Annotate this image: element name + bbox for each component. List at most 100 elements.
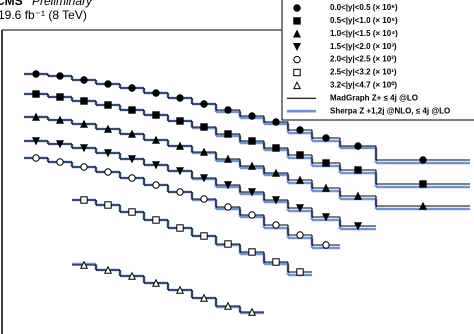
marker (271, 196, 281, 205)
marker (56, 158, 64, 166)
marker (176, 94, 184, 102)
marker (248, 112, 256, 120)
marker (200, 232, 208, 240)
marker (272, 221, 280, 229)
legend-label: Sherpa Z +1,2j @NLO, ≤ 4j @LO (330, 106, 450, 115)
marker (353, 191, 363, 200)
marker (152, 111, 160, 119)
marker (176, 224, 184, 232)
marker (175, 285, 185, 294)
marker (152, 89, 160, 97)
subtitle: 19.6 fb⁻¹ (8 TeV) (0, 8, 87, 22)
marker (247, 188, 257, 197)
marker (224, 106, 232, 114)
marker (128, 174, 136, 182)
marker (271, 168, 281, 177)
marker (152, 181, 160, 189)
marker (418, 201, 428, 210)
marker (321, 183, 331, 192)
marker (292, 81, 302, 90)
marker (292, 29, 302, 38)
legend-label: 0.5<|y|<1.0 (× 10⁵) (330, 16, 398, 25)
marker (296, 268, 304, 276)
legend-label: 1.5<|y|<2.0 (× 10³) (330, 42, 397, 51)
marker (32, 70, 40, 78)
marker (293, 68, 301, 77)
marker (127, 129, 137, 138)
marker (151, 161, 161, 170)
marker (354, 142, 362, 150)
marker (103, 124, 113, 133)
marker (104, 80, 112, 88)
marker (354, 166, 362, 174)
marker (104, 101, 112, 109)
marker (247, 307, 257, 316)
legend-label: 2.0<|y|<2.5 (× 10²) (330, 55, 397, 64)
marker (322, 159, 330, 167)
marker (56, 72, 64, 80)
marker (272, 144, 280, 152)
marker (248, 211, 256, 219)
marker (79, 144, 89, 153)
marker (292, 43, 302, 52)
marker (104, 201, 112, 209)
marker (199, 174, 209, 183)
marker (199, 293, 209, 302)
marker (79, 119, 89, 128)
marker (293, 4, 301, 12)
marker (322, 241, 330, 249)
marker (151, 135, 161, 144)
marker (176, 117, 184, 125)
marker (295, 204, 305, 213)
marker (152, 216, 160, 224)
marker (295, 175, 305, 184)
plot-area (24, 70, 470, 316)
marker (223, 154, 233, 163)
marker (296, 231, 304, 239)
marker (55, 140, 65, 149)
marker (56, 93, 64, 101)
marker (322, 134, 330, 142)
marker (175, 141, 185, 150)
status-label: Preliminary (32, 0, 93, 8)
marker (224, 130, 232, 138)
marker (128, 84, 136, 92)
marker (272, 118, 280, 126)
marker (223, 301, 233, 310)
marker (247, 161, 257, 170)
marker (151, 278, 161, 287)
legend-label: 3.2<|y|<4.7 (× 10⁰) (330, 81, 397, 90)
legend-label: MadGraph Z+ ≤ 4j @LO (330, 93, 418, 102)
marker (224, 203, 232, 211)
marker (248, 248, 256, 256)
marker (199, 147, 209, 156)
experiment-label: CMS (0, 0, 23, 8)
marker (127, 271, 137, 280)
marker (224, 240, 232, 248)
marker (80, 76, 88, 84)
marker (223, 181, 233, 190)
marker (32, 154, 40, 162)
marker (128, 106, 136, 114)
marker (127, 155, 137, 164)
marker (31, 137, 41, 146)
marker (419, 156, 427, 164)
marker (296, 126, 304, 134)
legend-label: 2.5<|y|<3.2 (× 10¹) (330, 68, 397, 77)
marker (293, 17, 301, 25)
marker (80, 163, 88, 171)
marker (32, 90, 40, 98)
marker (175, 167, 185, 176)
marker (80, 97, 88, 105)
marker (55, 115, 65, 124)
legend-label: 0.0<|y|<0.5 (× 10⁶) (330, 3, 398, 12)
marker (31, 112, 41, 121)
marker (200, 195, 208, 203)
legend-box (281, 0, 474, 121)
marker (176, 188, 184, 196)
marker (128, 208, 136, 216)
marker (293, 55, 301, 64)
legend-label: 1.0<|y|<1.5 (× 10⁴) (330, 29, 398, 38)
marker (200, 100, 208, 108)
marker (419, 180, 427, 188)
